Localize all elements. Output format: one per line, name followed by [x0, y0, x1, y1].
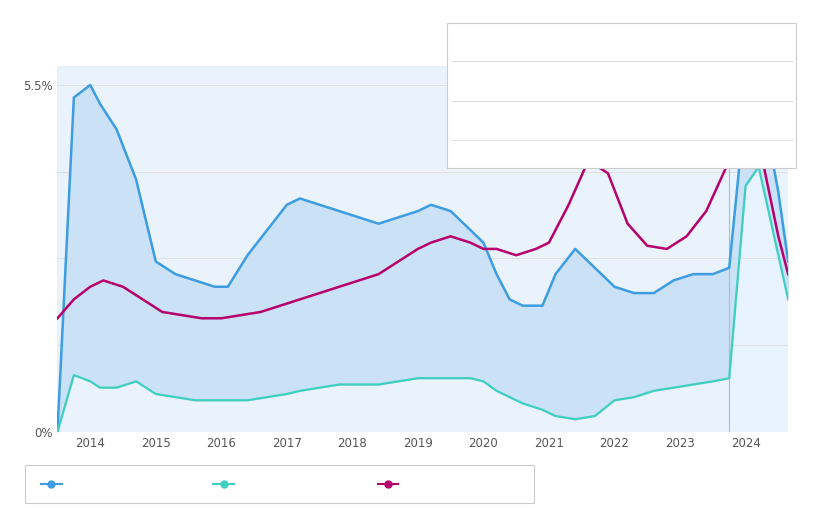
Text: UK£1.240: UK£1.240 [628, 115, 685, 125]
Text: 4.1%: 4.1% [628, 75, 657, 85]
Text: Dividend Per Share: Dividend Per Share [238, 479, 345, 489]
Text: Earnings Per Share: Earnings Per Share [402, 479, 508, 489]
Text: Dividend Yield: Dividend Yield [457, 75, 532, 85]
Bar [729, 66, 788, 432]
Text: /yr: /yr [665, 75, 682, 85]
Text: Dividend Per Share: Dividend Per Share [457, 115, 557, 125]
Bar [57, 66, 729, 432]
Text: Past: Past [732, 94, 754, 105]
Text: Earnings Per Share: Earnings Per Share [457, 150, 556, 161]
Text: /yr: /yr [702, 115, 719, 125]
Text: May 30 2024: May 30 2024 [457, 32, 541, 45]
Text: No data: No data [628, 150, 669, 161]
Text: Dividend Yield: Dividend Yield [66, 479, 145, 489]
